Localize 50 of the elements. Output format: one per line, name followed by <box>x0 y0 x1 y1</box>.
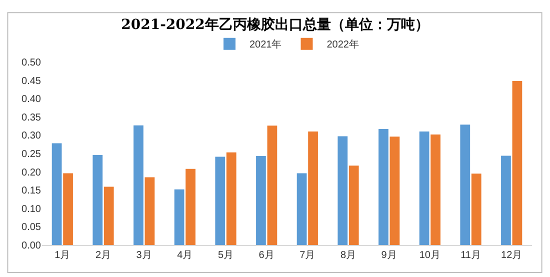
bar <box>471 174 482 245</box>
bar <box>460 124 470 245</box>
bar <box>419 132 430 245</box>
x-tick-label: 10月 <box>419 250 440 261</box>
chart-title: 2021-2022年乙丙橡胶出口总量（单位：万吨） <box>121 16 429 34</box>
bar <box>296 173 307 245</box>
bar <box>63 173 73 245</box>
y-tick-label: 0.00 <box>22 240 42 252</box>
bar <box>134 125 144 245</box>
x-tick-label: 12月 <box>501 250 522 261</box>
x-tick-label: 7月 <box>300 250 316 261</box>
bar <box>186 168 196 245</box>
bar <box>256 156 266 245</box>
y-tick-label: 0.20 <box>22 167 42 178</box>
y-tick-label: 0.15 <box>22 186 42 197</box>
bar <box>390 136 400 245</box>
bar <box>430 134 440 245</box>
y-tick-label: 0.05 <box>22 222 42 234</box>
bar <box>226 152 236 245</box>
x-tick-label: 9月 <box>381 250 397 261</box>
bar <box>348 166 359 245</box>
x-tick-label: 8月 <box>340 250 356 261</box>
bar <box>308 132 318 245</box>
bar <box>92 154 103 245</box>
x-tick-label: 1月 <box>54 250 70 261</box>
x-tick-label: 6月 <box>258 250 274 261</box>
bar <box>174 189 184 245</box>
y-tick-label: 0.10 <box>22 204 42 215</box>
y-tick-label: 0.25 <box>22 149 42 160</box>
y-tick-label: 0.30 <box>22 130 42 142</box>
bar <box>338 136 348 245</box>
legend-label: 2021年 <box>250 38 282 51</box>
bar <box>52 143 62 245</box>
bar <box>501 156 511 245</box>
bar <box>267 126 278 245</box>
y-tick-label: 0.45 <box>22 76 42 87</box>
bar <box>104 186 114 245</box>
x-tick-label: 4月 <box>177 250 193 261</box>
bar <box>378 128 388 245</box>
y-tick-label: 0.35 <box>22 112 42 124</box>
bar <box>215 156 226 245</box>
x-tick-label: 2月 <box>95 250 112 261</box>
legend-label: 2022年 <box>326 38 359 51</box>
x-tick-label: 3月 <box>136 250 152 261</box>
y-tick-label: 0.50 <box>22 58 42 68</box>
x-tick-label: 11月 <box>460 250 481 261</box>
bar <box>144 177 155 245</box>
y-tick-label: 0.40 <box>22 94 42 106</box>
bar <box>512 81 522 245</box>
x-tick-label: 5月 <box>218 250 234 261</box>
